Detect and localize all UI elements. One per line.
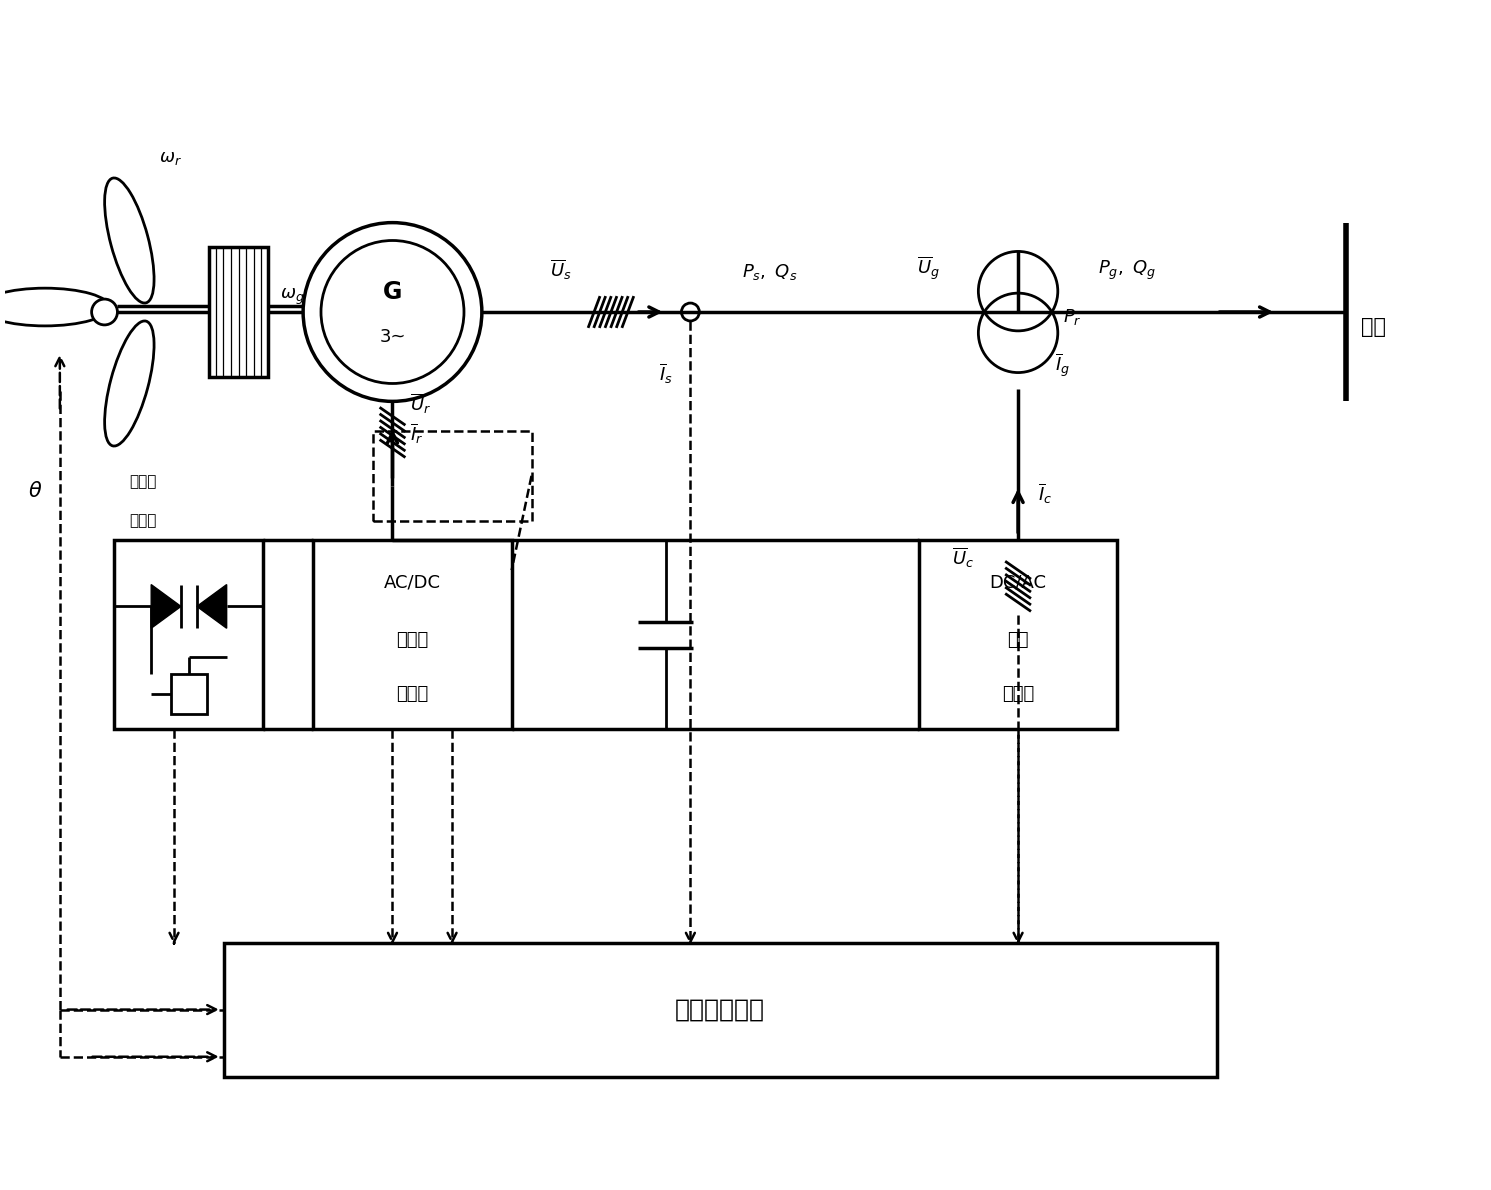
- Text: $\overline{U}_c$: $\overline{U}_c$: [953, 546, 975, 570]
- Circle shape: [91, 299, 118, 325]
- Text: G: G: [383, 280, 403, 305]
- Bar: [115, 540, 264, 729]
- Bar: [918, 540, 1117, 729]
- Circle shape: [303, 223, 482, 401]
- Text: $\overline{I}_r$: $\overline{I}_r$: [410, 421, 423, 446]
- Text: $P_g,\ Q_g$: $P_g,\ Q_g$: [1099, 259, 1157, 282]
- Text: 转子短: 转子短: [130, 513, 157, 528]
- Text: 变流器: 变流器: [1002, 685, 1035, 703]
- Ellipse shape: [0, 288, 109, 326]
- Text: $\overline{U}_s$: $\overline{U}_s$: [550, 258, 573, 282]
- Text: DC/AC: DC/AC: [990, 574, 1047, 591]
- Ellipse shape: [104, 178, 154, 303]
- Text: 风机控制系统: 风机控制系统: [675, 997, 765, 1021]
- Text: $\omega_r$: $\omega_r$: [160, 149, 182, 167]
- Bar: [209, 248, 268, 376]
- Text: 网侧: 网侧: [1008, 631, 1029, 649]
- Text: $P_s,\ Q_s$: $P_s,\ Q_s$: [743, 262, 798, 282]
- Bar: [171, 675, 207, 714]
- Text: 3~: 3~: [379, 327, 406, 346]
- Text: 路保护: 路保护: [130, 474, 157, 489]
- Bar: [224, 942, 1217, 1077]
- Text: $\overline{I}_s$: $\overline{I}_s$: [659, 362, 672, 386]
- Text: $\overline{I}_c$: $\overline{I}_c$: [1038, 481, 1053, 506]
- Polygon shape: [197, 584, 227, 628]
- Text: $\overline{I}_g$: $\overline{I}_g$: [1056, 352, 1071, 380]
- Text: 变流器: 变流器: [397, 685, 428, 703]
- Text: $\overline{U}_r$: $\overline{U}_r$: [410, 392, 431, 416]
- Text: $\theta$: $\theta$: [28, 481, 42, 501]
- Text: 转子侧: 转子侧: [397, 631, 428, 649]
- Text: $\omega_g$: $\omega_g$: [280, 287, 304, 307]
- Text: 电网: 电网: [1361, 317, 1385, 337]
- Text: $P_r$: $P_r$: [1063, 307, 1081, 327]
- Bar: [373, 431, 531, 520]
- Bar: [313, 540, 511, 729]
- Polygon shape: [151, 584, 180, 628]
- Text: AC/DC: AC/DC: [383, 574, 441, 591]
- Ellipse shape: [104, 321, 154, 446]
- Text: $\overline{U}_g$: $\overline{U}_g$: [917, 255, 941, 282]
